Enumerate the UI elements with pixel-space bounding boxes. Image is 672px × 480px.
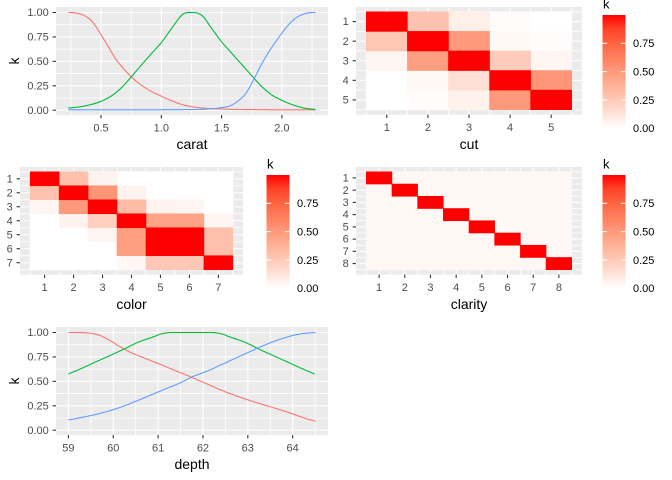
svg-text:1: 1 [343,173,349,185]
svg-text:1: 1 [42,282,48,294]
svg-text:5: 5 [343,221,349,233]
svg-text:6: 6 [186,282,192,294]
svg-text:62: 62 [197,442,209,454]
svg-text:1: 1 [384,122,390,134]
svg-text:0.50: 0.50 [297,227,318,239]
svg-text:3: 3 [466,122,472,134]
svg-text:5: 5 [343,95,349,107]
svg-text:2: 2 [71,282,77,294]
svg-text:5: 5 [548,122,554,134]
svg-text:0.75: 0.75 [27,352,48,364]
svg-text:6: 6 [504,282,510,294]
svg-text:64: 64 [287,442,299,454]
svg-text:cut: cut [460,136,479,152]
svg-text:0.75: 0.75 [27,32,48,44]
svg-text:6: 6 [343,234,349,246]
svg-text:1.5: 1.5 [214,122,229,134]
svg-text:8: 8 [556,282,562,294]
svg-text:0.25: 0.25 [297,255,318,267]
svg-text:7: 7 [343,246,349,258]
svg-text:clarity: clarity [451,296,488,312]
svg-text:2: 2 [425,122,431,134]
svg-text:61: 61 [152,442,164,454]
svg-text:0.00: 0.00 [27,425,48,437]
svg-text:5: 5 [479,282,485,294]
svg-text:0.00: 0.00 [297,283,318,295]
svg-text:3: 3 [343,197,349,209]
svg-text:4: 4 [128,282,134,294]
svg-text:1.0: 1.0 [154,122,169,134]
svg-text:0.50: 0.50 [633,227,654,239]
svg-text:0.5: 0.5 [93,122,108,134]
svg-text:0.50: 0.50 [27,376,48,388]
svg-text:5: 5 [157,282,163,294]
svg-text:depth: depth [174,456,209,472]
svg-text:0.25: 0.25 [633,255,654,267]
svg-text:k: k [6,57,22,65]
svg-text:0.00: 0.00 [27,105,48,117]
svg-text:4: 4 [507,122,513,134]
svg-text:2: 2 [343,185,349,197]
svg-text:color: color [116,296,147,312]
svg-text:0.75: 0.75 [297,198,318,210]
svg-text:0.50: 0.50 [633,67,654,79]
svg-text:5: 5 [7,229,13,241]
svg-text:4: 4 [343,75,349,87]
svg-text:0.25: 0.25 [27,400,48,412]
svg-text:1.00: 1.00 [27,327,48,339]
svg-text:4: 4 [343,209,349,221]
svg-text:carat: carat [176,136,207,152]
svg-text:0.75: 0.75 [633,38,654,50]
svg-text:1.00: 1.00 [27,7,48,19]
svg-text:2.0: 2.0 [274,122,289,134]
svg-text:7: 7 [215,282,221,294]
svg-text:k: k [6,377,22,385]
svg-text:63: 63 [242,442,254,454]
svg-text:60: 60 [107,442,119,454]
svg-text:0.25: 0.25 [27,80,48,92]
svg-text:0.00: 0.00 [633,123,654,135]
svg-text:3: 3 [99,282,105,294]
svg-text:0.25: 0.25 [633,95,654,107]
svg-text:k: k [603,157,610,172]
svg-text:2: 2 [343,36,349,48]
svg-text:7: 7 [530,282,536,294]
svg-text:59: 59 [62,442,74,454]
svg-text:3: 3 [427,282,433,294]
svg-text:6: 6 [7,243,13,255]
svg-text:3: 3 [7,201,13,213]
svg-text:2: 2 [402,282,408,294]
svg-text:k: k [603,0,610,12]
svg-text:7: 7 [7,257,13,269]
svg-text:4: 4 [7,215,13,227]
svg-text:0.00: 0.00 [633,283,654,295]
svg-text:8: 8 [343,258,349,270]
svg-text:0.75: 0.75 [633,198,654,210]
svg-text:4: 4 [453,282,459,294]
svg-text:1: 1 [7,173,13,185]
svg-text:0.50: 0.50 [27,56,48,68]
svg-text:1: 1 [376,282,382,294]
svg-text:1: 1 [343,16,349,28]
svg-text:3: 3 [343,55,349,67]
svg-text:2: 2 [7,187,13,199]
svg-text:k: k [267,157,274,172]
